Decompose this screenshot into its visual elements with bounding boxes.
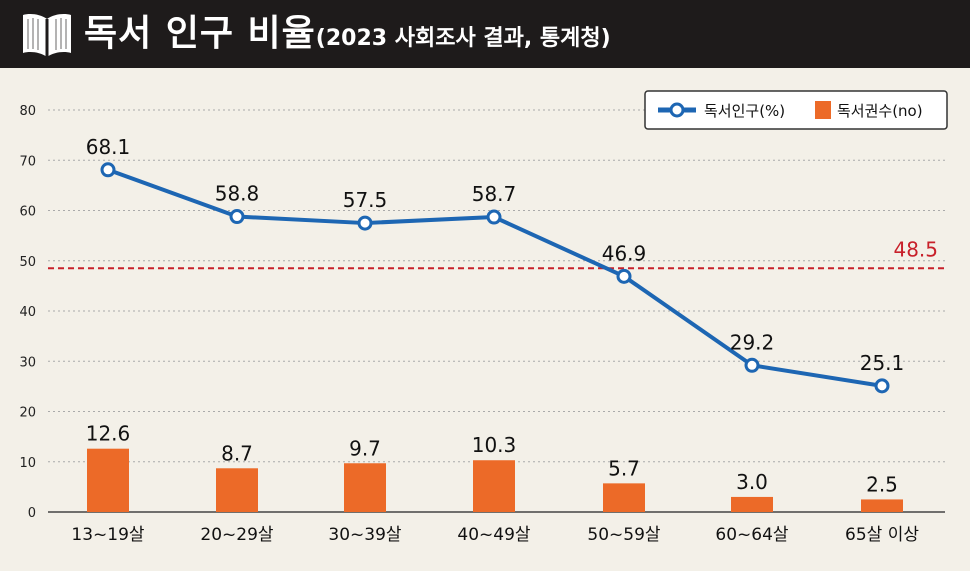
chart-subtitle: (2023 사회조사 결과, 통계청) — [315, 26, 611, 51]
reference-line-group: 48.5 — [48, 237, 945, 270]
bar-value-label: 5.7 — [608, 456, 640, 480]
line-point — [874, 378, 890, 394]
legend-bar-swatch — [815, 101, 831, 119]
y-tick-label: 60 — [19, 205, 36, 220]
bar-value-label: 9.7 — [349, 436, 381, 460]
line-value-label: 58.8 — [215, 182, 260, 206]
chart-area: 0 10 20 30 40 50 60 70 80 12.6 8.7 9.7 10.3 5.7 3.0 2.… — [19, 90, 948, 545]
bar-value-label: 12.6 — [86, 422, 131, 446]
legend-label-bar: 독서권수(no) — [837, 102, 923, 120]
y-tick-label: 50 — [19, 255, 36, 270]
chart-header: 독서 인구 비율(2023 사회조사 결과, 통계청) — [0, 0, 970, 68]
bar — [216, 468, 258, 512]
x-category-label: 30~39살 — [328, 525, 402, 545]
bar-value-labels: 12.6 8.7 9.7 10.3 5.7 3.0 2.5 — [86, 422, 898, 497]
line-value-label: 25.1 — [860, 351, 905, 375]
x-category-label: 13~19살 — [71, 525, 145, 545]
open-book-icon — [23, 14, 71, 57]
line-point — [100, 162, 116, 178]
line-value-label: 46.9 — [602, 241, 647, 265]
legend-line-marker — [669, 102, 685, 118]
line-series — [100, 162, 890, 394]
bar-value-label: 10.3 — [472, 433, 517, 457]
bar — [603, 483, 645, 512]
bar — [344, 463, 386, 512]
legend-box — [644, 90, 948, 130]
bar — [473, 460, 515, 512]
line-point — [357, 215, 373, 231]
legend: 독서인구(%) 독서권수(no) — [644, 90, 948, 130]
line-value-label: 58.7 — [472, 182, 517, 206]
bar-value-label: 2.5 — [866, 472, 898, 496]
reference-line-label: 48.5 — [893, 237, 938, 261]
x-category-label: 65살 이상 — [845, 525, 919, 545]
legend-label-line: 독서인구(%) — [704, 102, 785, 120]
line-point — [229, 209, 245, 225]
x-category-label: 20~29살 — [200, 525, 274, 545]
bar — [87, 448, 129, 512]
y-tick-label: 20 — [19, 406, 36, 421]
chart-title: 독서 인구 비율(2023 사회조사 결과, 통계청) — [84, 13, 611, 54]
y-tick-label: 0 — [28, 506, 36, 521]
bar-value-label: 3.0 — [736, 470, 768, 494]
line-value-label: 68.1 — [86, 135, 131, 159]
x-category-label: 60~64살 — [715, 525, 789, 545]
line-value-labels: 68.1 58.8 57.5 58.7 46.9 29.2 25.1 — [86, 135, 905, 375]
line-value-label: 29.2 — [730, 330, 775, 354]
line-point — [486, 209, 502, 225]
y-tick-label: 10 — [19, 456, 36, 471]
x-axis-labels: 13~19살 20~29살 30~39살 40~49살 50~59살 60~64살 65살 … — [71, 525, 919, 545]
y-tick-label: 40 — [19, 305, 36, 320]
bar — [731, 496, 773, 512]
bar — [861, 499, 903, 512]
y-tick-label: 80 — [19, 104, 36, 119]
line-point — [744, 357, 760, 373]
y-axis-ticks: 0 10 20 30 40 50 60 70 80 — [19, 104, 36, 521]
bar-series — [87, 448, 903, 512]
y-tick-label: 70 — [19, 154, 36, 169]
y-tick-label: 30 — [19, 355, 36, 370]
bar-value-label: 8.7 — [221, 441, 253, 465]
x-category-label: 40~49살 — [457, 525, 531, 545]
line-point — [616, 268, 632, 284]
line-value-label: 57.5 — [343, 188, 388, 212]
x-category-label: 50~59살 — [587, 525, 661, 545]
